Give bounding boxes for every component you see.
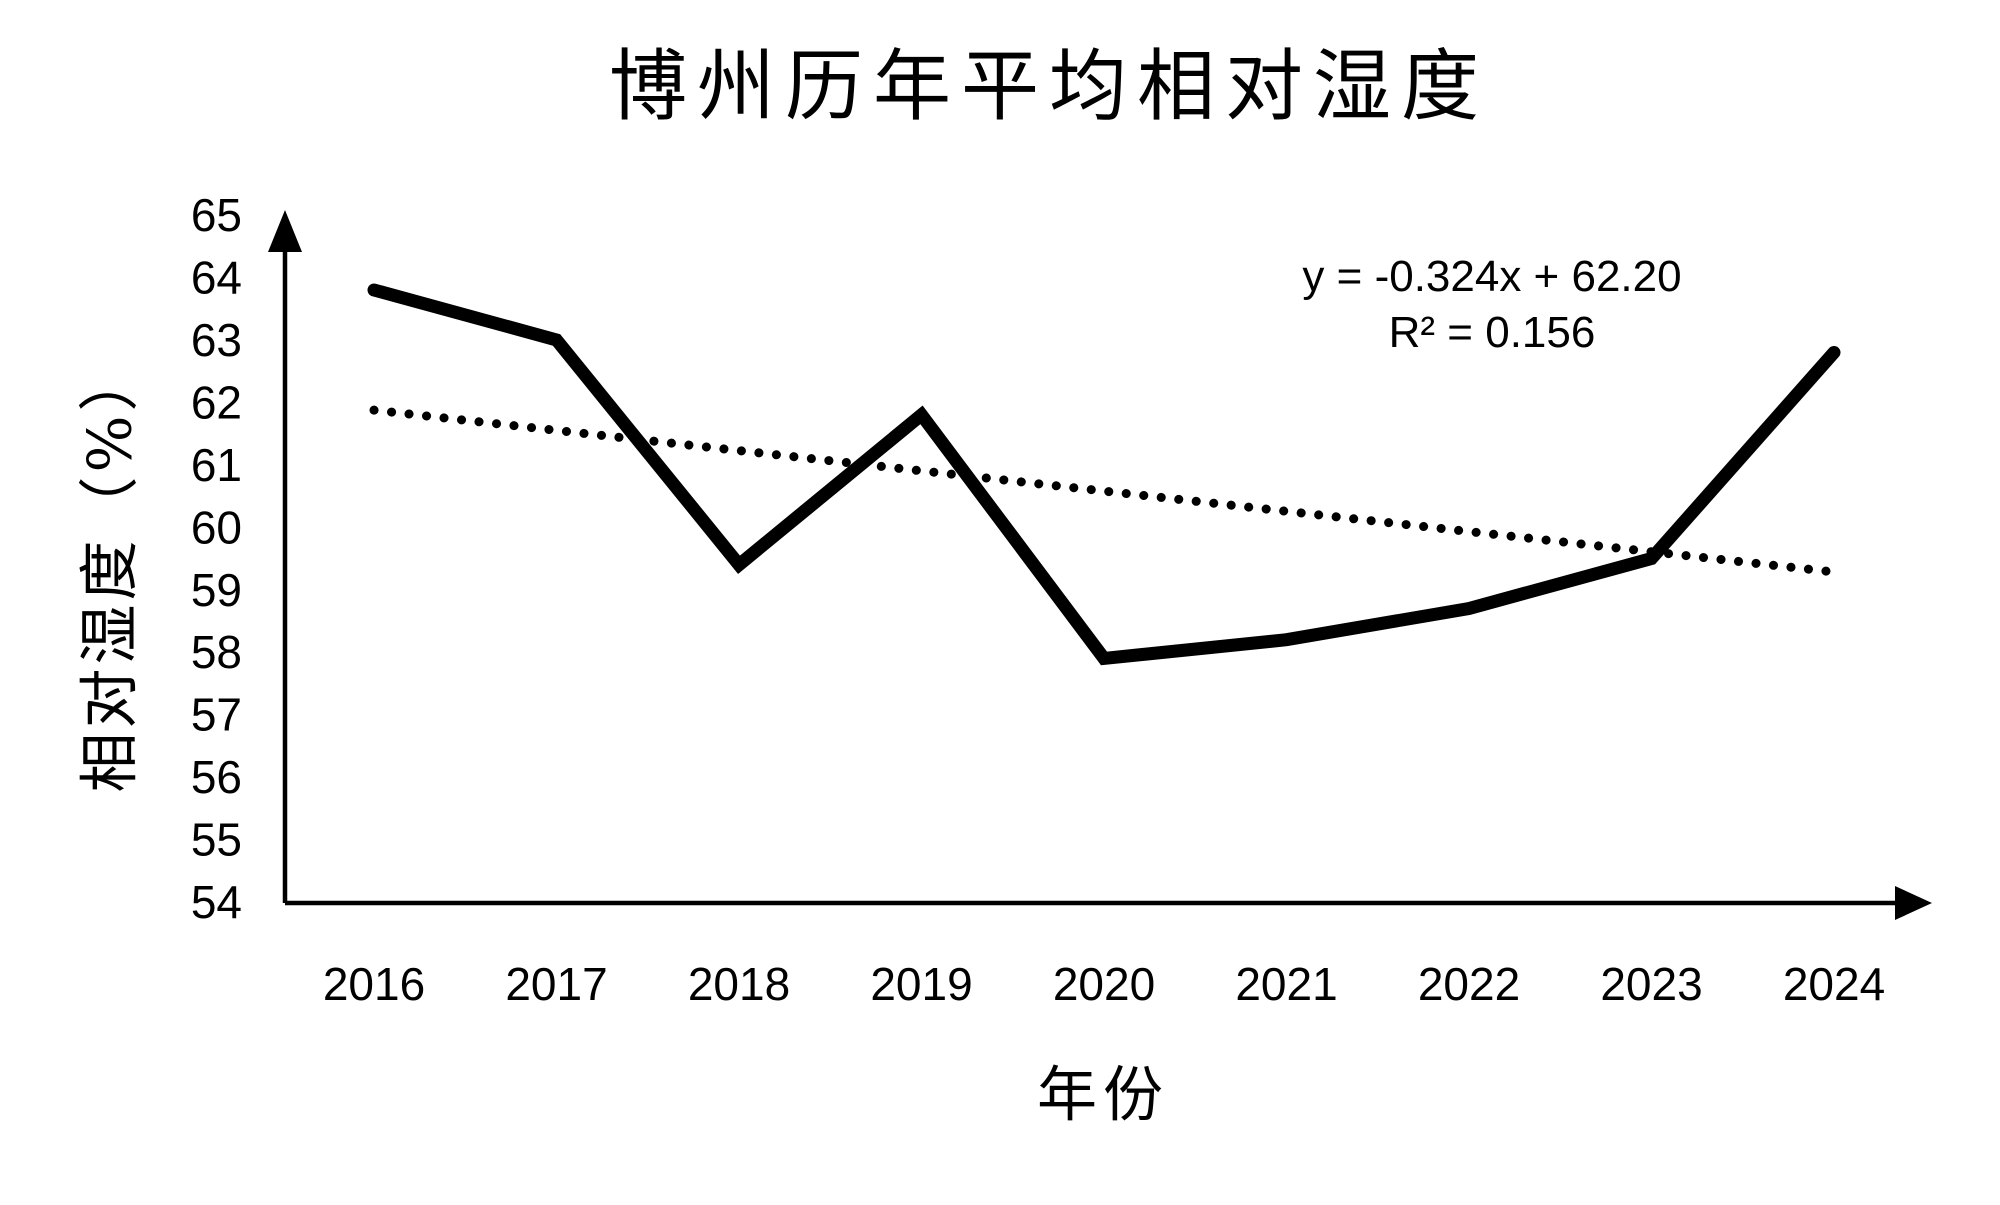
x-tick-label: 2023 <box>1600 958 1702 1010</box>
x-tick-label: 2016 <box>323 958 425 1010</box>
x-tick-label: 2017 <box>505 958 607 1010</box>
y-tick-label: 58 <box>191 626 242 678</box>
y-tick-label: 65 <box>191 189 242 241</box>
r-squared-label: R² = 0.156 <box>1388 308 1596 357</box>
x-tick-label: 2024 <box>1783 958 1885 1010</box>
x-tick-label: 2019 <box>870 958 972 1010</box>
x-tick-label: 2022 <box>1418 958 1520 1010</box>
y-tick-label: 55 <box>191 814 242 866</box>
y-tick-label: 57 <box>191 689 242 741</box>
trendline-equation: y = -0.324x + 62.20 <box>1302 252 1682 301</box>
y-tick-label: 59 <box>191 564 242 616</box>
trendline <box>369 405 1839 577</box>
x-axis-arrow-icon <box>1895 886 1932 920</box>
x-tick-label: 2018 <box>688 958 790 1010</box>
data-series-line <box>367 283 1841 666</box>
x-tick-label: 2021 <box>1235 958 1337 1010</box>
chart-title: 博州历年平均相对湿度 <box>608 42 1490 132</box>
y-axis-arrow-icon <box>268 210 302 252</box>
trendline-annotation: y = -0.324x + 62.20 R² = 0.156 <box>1302 249 1681 361</box>
y-tick-label: 64 <box>191 252 242 304</box>
y-tick-label: 61 <box>191 439 242 491</box>
y-tick-label: 54 <box>191 876 242 928</box>
y-tick-label: 56 <box>191 751 242 803</box>
y-tick-label: 63 <box>191 314 242 366</box>
y-tick-label: 62 <box>191 376 242 428</box>
x-tick-label: 2020 <box>1053 958 1155 1010</box>
x-axis-title: 年份 <box>1037 1060 1169 1131</box>
y-tick-label: 60 <box>191 501 242 553</box>
